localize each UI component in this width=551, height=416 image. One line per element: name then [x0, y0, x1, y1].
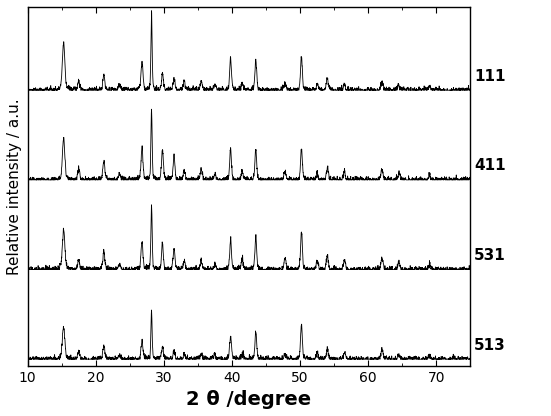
Y-axis label: Relative intensity / a.u.: Relative intensity / a.u.	[7, 98, 22, 275]
Text: 411: 411	[474, 158, 505, 173]
Text: 513: 513	[474, 338, 506, 353]
Text: 111: 111	[474, 69, 505, 84]
X-axis label: 2 θ /degree: 2 θ /degree	[186, 390, 311, 409]
Text: 531: 531	[474, 248, 506, 263]
